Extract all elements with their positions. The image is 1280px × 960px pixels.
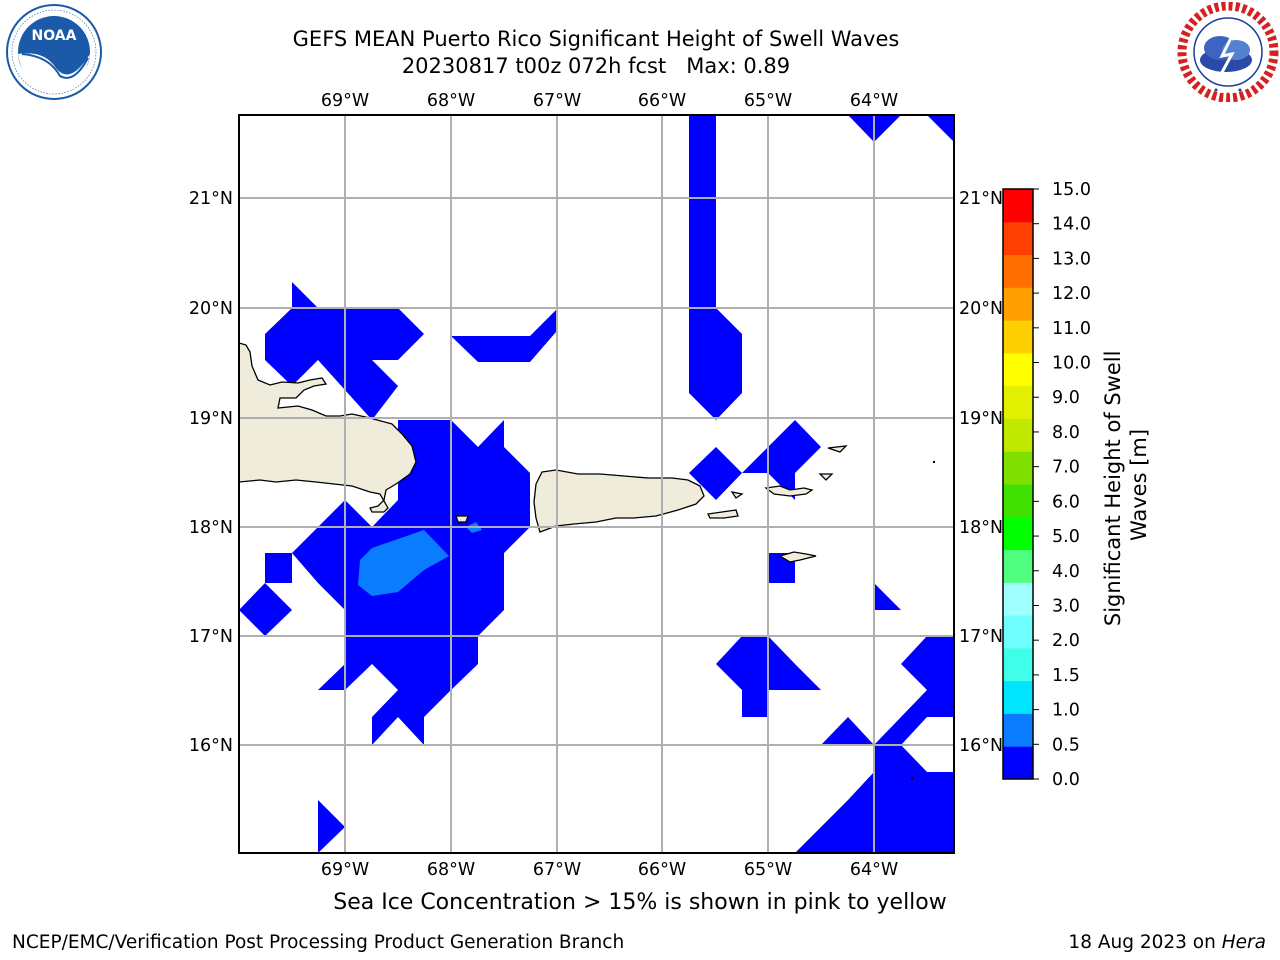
colorbar-tick-label: 12.0: [1052, 284, 1091, 304]
graticule: [239, 115, 954, 853]
colorbar-tick-label: 0.5: [1052, 735, 1080, 755]
colorbar-tick-label: 15.0: [1052, 180, 1091, 200]
host-name: Hera: [1221, 932, 1266, 953]
colorbar-swatch: [1003, 615, 1033, 649]
lat-label: 21°N: [959, 189, 1003, 209]
lon-label: 69°W: [321, 91, 369, 111]
colorbar-tick-label: 13.0: [1052, 249, 1091, 269]
lat-label: 16°N: [189, 736, 233, 756]
lon-label: 67°W: [533, 91, 581, 111]
colorbar-tick-label: 10.0: [1052, 354, 1091, 374]
colorbar-tick-label: 1.0: [1052, 701, 1080, 721]
colorbar-swatch: [1003, 484, 1033, 518]
lat-label: 19°N: [959, 409, 1003, 429]
lat-label: 19°N: [189, 409, 233, 429]
lon-label: 69°W: [321, 860, 369, 880]
lat-labels-left: 21°N 20°N 19°N 18°N 17°N 16°N: [189, 189, 233, 756]
chart-title: GEFS MEAN Puerto Rico Significant Height…: [292, 27, 900, 51]
colorbar-tick-label: 14.0: [1052, 215, 1091, 235]
colorbar-frame: [1002, 188, 1034, 780]
lat-label: 17°N: [189, 627, 233, 647]
lat-label: 16°N: [959, 736, 1003, 756]
lat-label: 18°N: [959, 518, 1003, 538]
lon-label: 66°W: [638, 860, 686, 880]
colorbar-swatch: [1003, 320, 1033, 354]
colorbar-tick-label: 4.0: [1052, 562, 1080, 582]
lat-label: 20°N: [189, 299, 233, 319]
lon-labels-bottom: 69°W 68°W 67°W 66°W 65°W 64°W: [321, 860, 898, 880]
colorbar-swatch: [1003, 254, 1033, 288]
colorbar-swatch: [1003, 189, 1033, 223]
lon-label: 65°W: [744, 860, 792, 880]
colorbar-swatch: [1003, 516, 1033, 551]
lon-label: 68°W: [427, 860, 475, 880]
colorbar-tick-label: 0.0: [1052, 770, 1080, 790]
colorbar: [1003, 189, 1033, 780]
colorbar-tick-label: 6.0: [1052, 492, 1080, 512]
nws-logo: [1177, 2, 1279, 102]
colorbar-swatch: [1003, 647, 1033, 682]
noaa-logo-text: NOAA: [32, 28, 77, 44]
chart-subtitle: 20230817 t00z 072h fcst Max: 0.89: [401, 54, 791, 78]
colorbar-swatch: [1003, 418, 1033, 452]
colorbar-swatch: [1003, 713, 1033, 747]
colorbar-swatch: [1003, 287, 1033, 321]
map-frame: [238, 114, 955, 854]
lon-label: 64°W: [850, 91, 898, 111]
colorbar-tick-label: 5.0: [1052, 527, 1080, 547]
colorbar-tick-label: 7.0: [1052, 458, 1080, 478]
colorbar-swatch: [1003, 352, 1033, 387]
lon-label: 64°W: [850, 860, 898, 880]
lon-label: 65°W: [744, 91, 792, 111]
sea-ice-note: Sea Ice Concentration > 15% is shown in …: [333, 890, 947, 915]
colorbar-swatch: [1003, 746, 1033, 780]
colorbar-label: Significant Height of Swell Waves [m]: [1101, 344, 1151, 626]
lat-label: 18°N: [189, 518, 233, 538]
colorbar-tick-label: 8.0: [1052, 423, 1080, 443]
colorbar-ticks: 0.0 0.5 1.0 1.5 2.0 3.0 4.0 5.0 6.0 7.0 8.0 9.0 10.0…: [1033, 180, 1091, 790]
colorbar-tick-label: 11.0: [1052, 319, 1091, 339]
lat-label: 17°N: [959, 627, 1003, 647]
colorbar-swatch: [1003, 582, 1033, 616]
noaa-logo: NOAA: [6, 4, 102, 100]
lon-label: 66°W: [638, 91, 686, 111]
lon-label: 67°W: [533, 860, 581, 880]
run-date-text: 18 Aug 2023 on: [1068, 932, 1216, 953]
lon-label: 68°W: [427, 91, 475, 111]
colorbar-tick-label: 3.0: [1052, 596, 1080, 616]
colorbar-swatch: [1003, 221, 1033, 256]
lat-label: 21°N: [189, 189, 233, 209]
colorbar-tick-label: 1.5: [1052, 666, 1080, 686]
colorbar-swatch: [1003, 549, 1033, 583]
colorbar-tick-label: 2.0: [1052, 631, 1080, 651]
run-date: 18 Aug 2023 on Hera: [1068, 932, 1266, 953]
colorbar-swatch: [1003, 451, 1033, 485]
lon-labels-top: 69°W 68°W 67°W 66°W 65°W 64°W: [321, 91, 898, 111]
credit-text: NCEP/EMC/Verification Post Processing Pr…: [12, 932, 625, 953]
colorbar-swatch: [1003, 385, 1033, 419]
colorbar-tick-label: 9.0: [1052, 388, 1080, 408]
lat-label: 20°N: [959, 299, 1003, 319]
lat-labels-right: 21°N 20°N 19°N 18°N 17°N 16°N: [959, 189, 1003, 756]
colorbar-swatch: [1003, 680, 1033, 714]
